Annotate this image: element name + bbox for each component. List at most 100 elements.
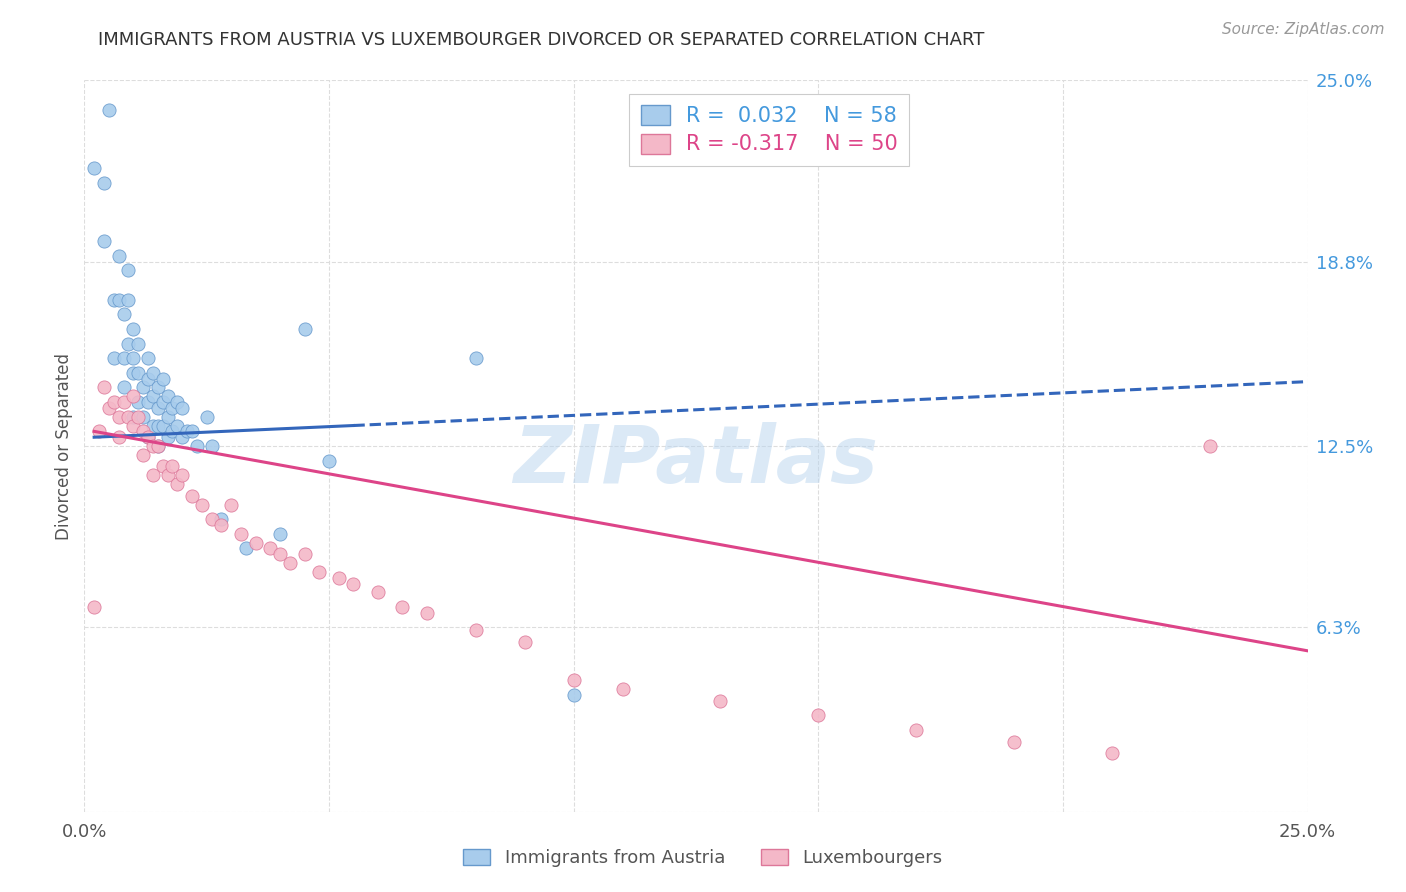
Point [97, 103, 120, 117]
Point [142, 389, 165, 403]
Point [107, 249, 129, 263]
Point [1198, 439, 1220, 453]
Text: Source: ZipAtlas.com: Source: ZipAtlas.com [1222, 22, 1385, 37]
Point [416, 606, 439, 620]
Point [294, 322, 316, 336]
Point [93, 380, 115, 394]
Point [209, 518, 232, 533]
Point [259, 541, 281, 556]
Point [181, 489, 204, 503]
Legend: R =  0.032    N = 58, R = -0.317    N = 50: R = 0.032 N = 58, R = -0.317 N = 50 [630, 94, 910, 166]
Point [122, 418, 145, 433]
Point [127, 395, 149, 409]
Point [142, 439, 165, 453]
Point [162, 425, 184, 439]
Point [103, 293, 125, 307]
Point [136, 430, 159, 444]
Point [93, 234, 115, 248]
Point [562, 688, 585, 702]
Point [229, 526, 252, 541]
Point [132, 409, 155, 424]
Point [103, 351, 125, 366]
Point [166, 418, 188, 433]
Point [122, 389, 145, 403]
Point [146, 380, 169, 394]
Legend: Immigrants from Austria, Luxembourgers: Immigrants from Austria, Luxembourgers [454, 839, 952, 876]
Point [162, 459, 184, 474]
Point [513, 635, 536, 649]
Point [152, 372, 174, 386]
Point [156, 468, 179, 483]
Point [166, 477, 188, 491]
Point [172, 430, 194, 444]
Point [93, 176, 115, 190]
Point [117, 336, 139, 351]
Point [117, 293, 139, 307]
Point [269, 547, 291, 561]
Point [1101, 746, 1123, 760]
Point [122, 409, 145, 424]
Point [107, 430, 129, 444]
Point [156, 389, 179, 403]
Point [162, 401, 184, 415]
Point [142, 366, 165, 380]
Point [146, 418, 169, 433]
Point [112, 351, 135, 366]
Point [152, 459, 174, 474]
Point [166, 395, 188, 409]
Point [464, 351, 486, 366]
Point [83, 161, 105, 175]
Y-axis label: Divorced or Separated: Divorced or Separated [55, 352, 73, 540]
Point [318, 453, 340, 467]
Point [391, 599, 413, 614]
Point [294, 547, 316, 561]
Point [612, 681, 634, 696]
Point [235, 541, 257, 556]
Point [176, 425, 198, 439]
Point [807, 708, 830, 723]
Point [367, 585, 389, 599]
Point [103, 395, 125, 409]
Point [562, 673, 585, 687]
Point [172, 468, 194, 483]
Point [200, 512, 222, 526]
Point [122, 322, 145, 336]
Text: ZIPatlas: ZIPatlas [513, 422, 879, 500]
Point [142, 418, 165, 433]
Point [209, 512, 232, 526]
Point [200, 439, 222, 453]
Point [107, 293, 129, 307]
Point [156, 409, 179, 424]
Point [132, 425, 155, 439]
Point [122, 366, 145, 380]
Point [191, 498, 214, 512]
Point [152, 395, 174, 409]
Point [122, 351, 145, 366]
Point [127, 336, 149, 351]
Point [107, 409, 129, 424]
Point [172, 401, 194, 415]
Point [269, 526, 291, 541]
Point [132, 448, 155, 462]
Point [195, 409, 218, 424]
Point [112, 395, 135, 409]
Point [112, 380, 135, 394]
Point [136, 430, 159, 444]
Point [97, 401, 120, 415]
Point [152, 418, 174, 433]
Point [127, 409, 149, 424]
Point [83, 599, 105, 614]
Point [146, 439, 169, 453]
Point [905, 723, 928, 737]
Point [328, 571, 350, 585]
Point [308, 565, 330, 579]
Point [117, 409, 139, 424]
Point [136, 395, 159, 409]
Point [132, 380, 155, 394]
Point [146, 401, 169, 415]
Text: IMMIGRANTS FROM AUSTRIA VS LUXEMBOURGER DIVORCED OR SEPARATED CORRELATION CHART: IMMIGRANTS FROM AUSTRIA VS LUXEMBOURGER … [98, 31, 984, 49]
Point [136, 351, 159, 366]
Point [87, 425, 110, 439]
Point [136, 372, 159, 386]
Point [142, 468, 165, 483]
